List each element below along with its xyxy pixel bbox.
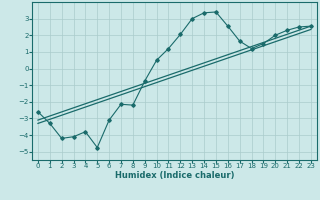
- X-axis label: Humidex (Indice chaleur): Humidex (Indice chaleur): [115, 171, 234, 180]
